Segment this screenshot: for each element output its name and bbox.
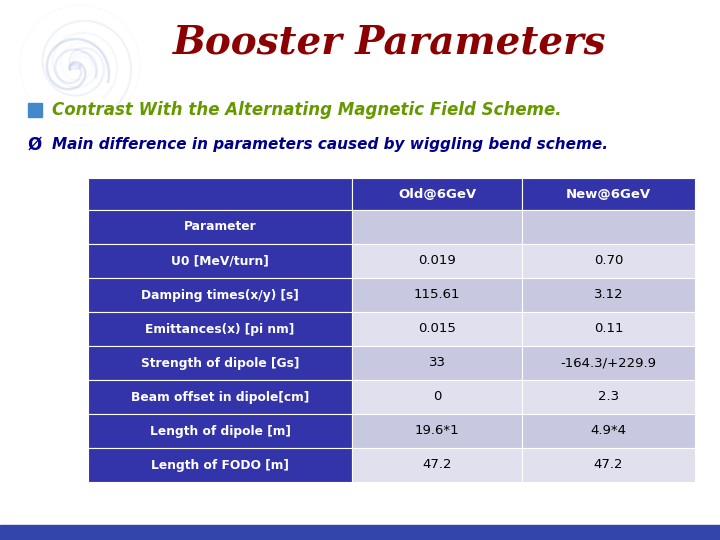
Text: U0 [MeV/turn]: U0 [MeV/turn] bbox=[171, 254, 269, 267]
Text: Ø: Ø bbox=[28, 136, 42, 154]
FancyBboxPatch shape bbox=[352, 414, 522, 448]
Text: Main difference in parameters caused by wiggling bend scheme.: Main difference in parameters caused by … bbox=[52, 138, 608, 152]
FancyBboxPatch shape bbox=[352, 244, 522, 278]
Text: Parameter: Parameter bbox=[184, 220, 256, 233]
Text: Strength of dipole [Gs]: Strength of dipole [Gs] bbox=[141, 356, 300, 369]
Text: New@6GeV: New@6GeV bbox=[566, 187, 651, 200]
Text: 0.015: 0.015 bbox=[418, 322, 456, 335]
Text: Damping times(x/y) [s]: Damping times(x/y) [s] bbox=[141, 288, 299, 301]
FancyBboxPatch shape bbox=[88, 346, 352, 380]
FancyBboxPatch shape bbox=[352, 178, 522, 210]
Text: 4.9*4: 4.9*4 bbox=[590, 424, 626, 437]
FancyBboxPatch shape bbox=[522, 448, 695, 482]
FancyBboxPatch shape bbox=[522, 346, 695, 380]
Text: Old@6GeV: Old@6GeV bbox=[398, 187, 476, 200]
Text: 0.019: 0.019 bbox=[418, 254, 456, 267]
FancyBboxPatch shape bbox=[88, 178, 352, 210]
Text: Length of dipole [m]: Length of dipole [m] bbox=[150, 424, 290, 437]
FancyBboxPatch shape bbox=[352, 380, 522, 414]
Text: Emittances(x) [pi nm]: Emittances(x) [pi nm] bbox=[145, 322, 294, 335]
FancyBboxPatch shape bbox=[522, 414, 695, 448]
Text: 33: 33 bbox=[428, 356, 446, 369]
Text: 0.70: 0.70 bbox=[594, 254, 624, 267]
Text: -164.3/+229.9: -164.3/+229.9 bbox=[560, 356, 657, 369]
FancyBboxPatch shape bbox=[352, 210, 522, 244]
FancyBboxPatch shape bbox=[522, 278, 695, 312]
FancyBboxPatch shape bbox=[522, 210, 695, 244]
FancyBboxPatch shape bbox=[88, 312, 352, 346]
Text: Beam offset in dipole[cm]: Beam offset in dipole[cm] bbox=[131, 390, 309, 403]
Bar bbox=[0, 525, 720, 540]
FancyBboxPatch shape bbox=[352, 346, 522, 380]
FancyBboxPatch shape bbox=[522, 380, 695, 414]
FancyBboxPatch shape bbox=[88, 380, 352, 414]
FancyBboxPatch shape bbox=[88, 278, 352, 312]
Text: 115.61: 115.61 bbox=[414, 288, 460, 301]
Text: Booster Parameters: Booster Parameters bbox=[174, 23, 607, 61]
Text: 0: 0 bbox=[433, 390, 441, 403]
FancyBboxPatch shape bbox=[88, 414, 352, 448]
FancyBboxPatch shape bbox=[352, 278, 522, 312]
FancyBboxPatch shape bbox=[522, 244, 695, 278]
FancyBboxPatch shape bbox=[352, 448, 522, 482]
Text: 2.3: 2.3 bbox=[598, 390, 619, 403]
Text: Length of FODO [m]: Length of FODO [m] bbox=[151, 458, 289, 471]
FancyBboxPatch shape bbox=[88, 210, 352, 244]
Text: 47.2: 47.2 bbox=[594, 458, 624, 471]
Text: 0.11: 0.11 bbox=[594, 322, 624, 335]
FancyBboxPatch shape bbox=[352, 312, 522, 346]
FancyBboxPatch shape bbox=[522, 178, 695, 210]
Text: 3.12: 3.12 bbox=[594, 288, 624, 301]
Text: Contrast With the Alternating Magnetic Field Scheme.: Contrast With the Alternating Magnetic F… bbox=[52, 101, 562, 119]
Bar bbox=[28, 103, 42, 117]
FancyBboxPatch shape bbox=[522, 312, 695, 346]
FancyBboxPatch shape bbox=[88, 244, 352, 278]
FancyBboxPatch shape bbox=[88, 448, 352, 482]
Text: 19.6*1: 19.6*1 bbox=[415, 424, 459, 437]
Text: 47.2: 47.2 bbox=[422, 458, 451, 471]
